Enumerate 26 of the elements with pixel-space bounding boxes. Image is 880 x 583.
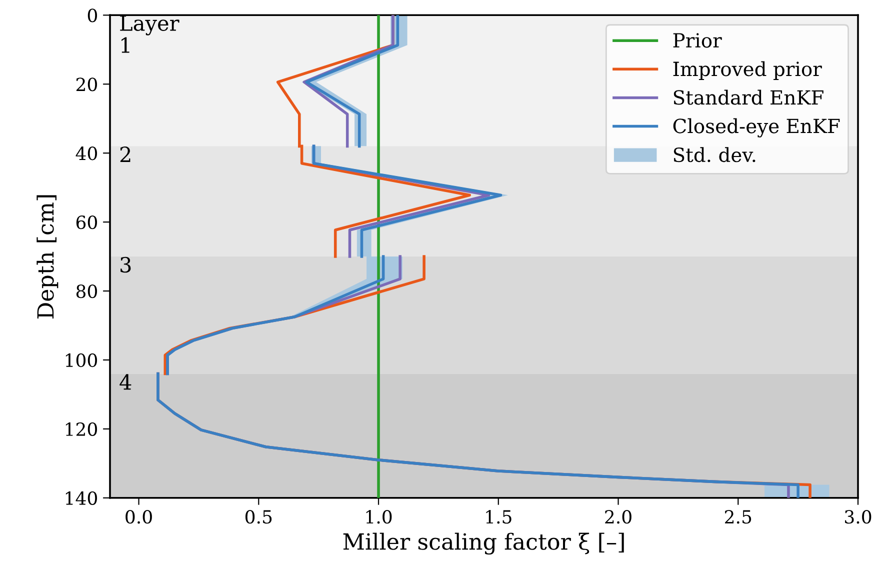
legend-label: Standard EnKF: [674, 90, 824, 105]
x-tick-label: 0.5: [245, 510, 272, 524]
legend-label: Closed-eye EnKF: [673, 118, 840, 138]
band-label: 4: [120, 374, 132, 390]
legend-label: Prior: [673, 33, 722, 48]
y-tick-label: 80: [76, 284, 97, 298]
band-label: Layer 1: [120, 16, 180, 53]
x-tick-label: 3.0: [845, 510, 872, 524]
y-tick-label: 20: [76, 78, 97, 92]
y-tick-label: 140: [66, 491, 97, 505]
y-axis-title: Depth [cm]: [36, 195, 58, 318]
y-tick-label: 40: [76, 146, 97, 160]
y-tick-label: 100: [66, 353, 97, 368]
y-tick-label: 0: [88, 8, 97, 22]
x-tick-label: 0.0: [126, 510, 152, 524]
x-tick-label: 1.0: [366, 510, 392, 524]
legend-label: Improved prior: [673, 61, 822, 80]
band-label: 3: [120, 256, 131, 273]
x-axis-title: Miller scaling factor ξ [–]: [343, 532, 624, 555]
x-tick-label: 2.0: [605, 510, 632, 524]
band-label: 2: [120, 146, 130, 162]
legend-label: Std. dev.: [674, 147, 756, 162]
x-tick-label: 2.5: [724, 510, 752, 524]
y-tick-label: 120: [66, 422, 97, 436]
x-tick-label: 1.5: [486, 510, 512, 524]
y-tick-label: 60: [76, 216, 97, 230]
